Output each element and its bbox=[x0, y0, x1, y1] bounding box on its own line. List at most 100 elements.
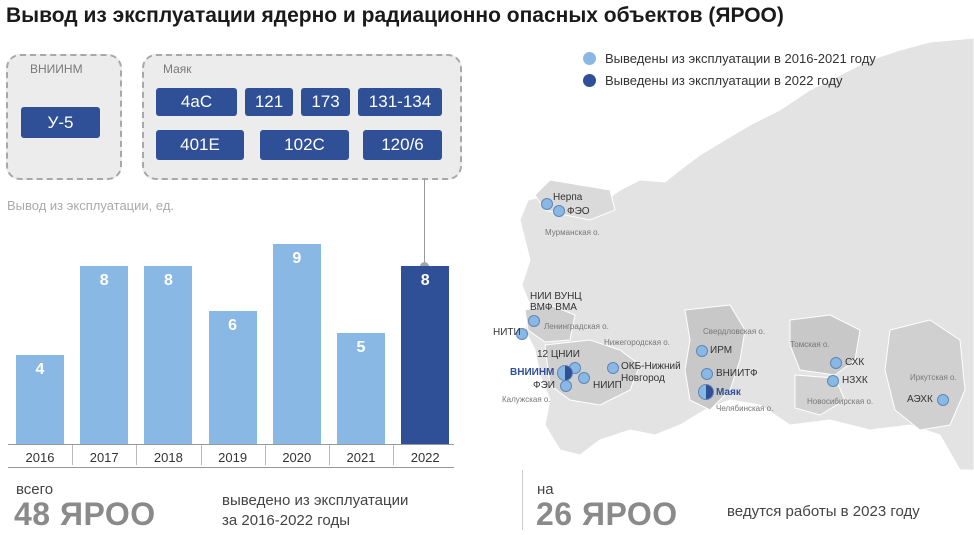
page-title: Вывод из эксплуатации ядерно и радиацион… bbox=[6, 4, 784, 27]
x-axis bbox=[8, 444, 454, 468]
region-murmansk: Мурманская о. bbox=[545, 228, 600, 237]
site-marker-aehk bbox=[937, 394, 949, 406]
ongoing-desc: ведутся работы в 2023 году bbox=[727, 503, 920, 520]
site-marker-mayak bbox=[698, 384, 714, 400]
site-label-nerpa: Нерпа bbox=[553, 192, 583, 203]
x-tick-label: 2018 bbox=[153, 450, 183, 465]
site-label-vmf-vma: ВМФ ВМА bbox=[530, 302, 577, 313]
site-marker-okb bbox=[607, 362, 619, 374]
bar-2021: 5 bbox=[337, 333, 385, 444]
site-marker-feo bbox=[553, 205, 565, 217]
site-marker-nzhk bbox=[827, 375, 839, 387]
map-region-ural bbox=[684, 304, 746, 411]
facility-pill: 120/6 bbox=[363, 130, 442, 160]
legend-swatch bbox=[583, 74, 596, 87]
legend-item-2022: Выведены из эксплуатации в 2022 году bbox=[583, 73, 843, 88]
x-tick-separator bbox=[72, 445, 74, 465]
total-value: 48 ЯРОО bbox=[14, 496, 156, 532]
site-marker-vniinm bbox=[557, 365, 573, 381]
site-label-fei: ФЭИ bbox=[533, 380, 555, 391]
facility-pill: 401Е bbox=[156, 130, 244, 160]
region-chelyabinsk: Челябинская о. bbox=[716, 404, 774, 413]
region-sverdlovsk: Свердловская о. bbox=[703, 327, 766, 336]
facility-pill: 131-134 bbox=[358, 88, 442, 116]
x-tick-separator bbox=[264, 445, 266, 465]
site-marker-niti bbox=[516, 328, 528, 340]
stats-divider bbox=[522, 470, 523, 530]
site-label-okb: ОКБ-Нижний bbox=[621, 361, 681, 372]
legend-swatch bbox=[583, 52, 596, 65]
x-tick-label: 2017 bbox=[89, 450, 119, 465]
x-tick-label: 2021 bbox=[346, 450, 376, 465]
facility-pill: У-5 bbox=[21, 107, 100, 138]
site-label-12cnii: 12 ЦНИИ bbox=[537, 349, 580, 360]
site-label-niip: НИИП bbox=[593, 380, 622, 391]
ongoing-prefix: на bbox=[537, 481, 554, 498]
site-marker-shk bbox=[830, 357, 842, 369]
ongoing-value: 26 ЯРОО bbox=[536, 496, 678, 532]
connector-line bbox=[424, 178, 425, 266]
site-label-feo: ФЭО bbox=[567, 206, 590, 217]
bar-value-label: 6 bbox=[228, 316, 238, 334]
x-tick-label: 2022 bbox=[410, 450, 440, 465]
x-tick-label: 2020 bbox=[282, 450, 312, 465]
site-label-vniitf: ВНИИТФ bbox=[716, 368, 758, 379]
region-tomsk: Томская о. bbox=[790, 340, 830, 349]
vniinm-group-label: ВНИИНМ bbox=[30, 62, 83, 76]
site-marker-fei bbox=[560, 380, 572, 392]
bar-2022: 8 bbox=[401, 266, 450, 444]
site-marker-nii-vunc bbox=[528, 315, 540, 327]
facility-pill: 102С bbox=[260, 130, 349, 160]
chart-y-label: Вывод из эксплуатации, ед. bbox=[7, 198, 175, 213]
bar-2018: 8 bbox=[144, 266, 193, 444]
total-desc-line1: выведено из эксплуатации bbox=[222, 492, 409, 509]
bar-2016: 4 bbox=[16, 355, 64, 444]
site-marker-vniitf bbox=[701, 368, 713, 380]
x-tick-label: 2019 bbox=[218, 450, 248, 465]
bar-value-label: 4 bbox=[35, 361, 45, 379]
region-novosibirsk: Новосибирская о. bbox=[807, 397, 874, 406]
total-prefix: всего bbox=[16, 481, 54, 498]
region-irkutsk: Иркутская о. bbox=[910, 373, 957, 382]
site-label-novgorod: Новгород bbox=[621, 373, 665, 384]
x-tick-label: 2016 bbox=[25, 450, 55, 465]
x-tick-separator bbox=[393, 445, 395, 465]
site-marker-irm bbox=[696, 345, 708, 357]
site-label-aehk: АЭХК bbox=[907, 394, 933, 405]
bar-value-label: 5 bbox=[356, 339, 366, 356]
russia-map bbox=[519, 37, 974, 470]
site-marker-niip bbox=[578, 372, 590, 384]
total-desc-line2: за 2016-2022 годы bbox=[222, 512, 350, 529]
region-kaluga: Калужская о. bbox=[502, 395, 551, 404]
mayak-group-label: Маяк bbox=[163, 62, 192, 76]
site-marker-nerpa bbox=[541, 198, 553, 210]
site-label-niti: НИТИ bbox=[493, 327, 521, 338]
site-label-mayak: Маяк bbox=[716, 387, 741, 398]
site-label-nii-vunc: НИИ ВУНЦ bbox=[530, 291, 582, 302]
legend-item-2016-2021: Выведены из эксплуатации в 2016-2021 год… bbox=[583, 51, 876, 66]
region-nizhegorod: Нижегородская о. bbox=[604, 338, 670, 347]
map-region-tomsk bbox=[789, 314, 861, 376]
legend-label: Выведены из эксплуатации в 2016-2021 год… bbox=[605, 51, 876, 66]
legend-label: Выведены из эксплуатации в 2022 году bbox=[605, 73, 843, 88]
bar-2017: 8 bbox=[80, 266, 129, 444]
site-label-nzhk: НЗХК bbox=[842, 375, 868, 386]
site-label-vniinm: ВНИИНМ bbox=[510, 367, 555, 378]
bar-value-label: 8 bbox=[420, 272, 430, 290]
facility-pill: 173 bbox=[301, 88, 350, 116]
x-tick-separator bbox=[136, 445, 138, 465]
facility-pill: 4аС bbox=[156, 88, 237, 116]
site-label-irm: ИРМ bbox=[710, 345, 733, 356]
x-tick-separator bbox=[329, 445, 330, 465]
bar-2020: 9 bbox=[272, 244, 321, 444]
bar-2019: 6 bbox=[208, 310, 257, 444]
region-leningrad: Ленинградская о. bbox=[544, 322, 609, 331]
bar-value-label: 9 bbox=[292, 250, 302, 268]
x-tick-separator bbox=[200, 445, 202, 465]
facility-pill: 121 bbox=[245, 88, 293, 116]
map-region-leningrad bbox=[524, 304, 576, 343]
site-label-shk: СХК bbox=[845, 357, 865, 368]
total-desc: выведено из эксплуатации за 2016-2022 го… bbox=[222, 491, 408, 531]
bar-value-label: 8 bbox=[163, 272, 173, 290]
bar-value-label: 8 bbox=[99, 272, 109, 290]
